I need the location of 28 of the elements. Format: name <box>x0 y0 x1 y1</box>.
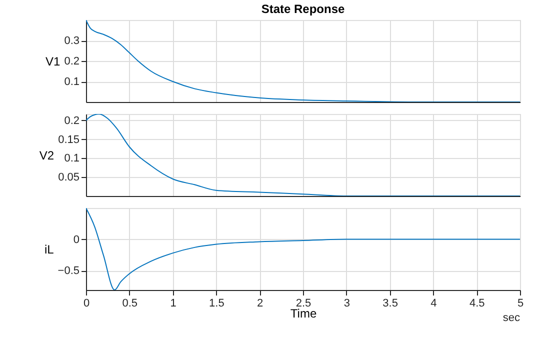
line-series <box>86 20 520 102</box>
x-tick-label: 1 <box>170 298 176 310</box>
y-tick-label: 0 <box>73 234 80 246</box>
chart-title: State Reponse <box>261 2 345 16</box>
x-tick-label: 2 <box>257 298 264 310</box>
y-tick-label: 0.1 <box>64 152 80 165</box>
x-tick-label: 2.5 <box>296 298 312 310</box>
y-tick-label: 0.3 <box>64 35 80 47</box>
x-tick-label: 4.5 <box>469 298 485 310</box>
y-tick-label: −0.5 <box>58 265 80 278</box>
y-axis-title: V2 <box>39 148 54 162</box>
x-tick-label: 1.5 <box>209 298 224 310</box>
text: sec <box>502 312 520 324</box>
y-axis-title: iL <box>44 242 54 256</box>
x-tick-label: 0 <box>83 298 90 310</box>
x-tick-label: 4 <box>430 298 437 310</box>
y-axis-title: V1 <box>46 54 61 68</box>
x-axis-title: Time <box>290 306 317 320</box>
x-tick-label: 5 <box>517 298 524 310</box>
x-tick-label: 3.5 <box>382 298 398 310</box>
y-tick-label: 0.2 <box>64 114 80 127</box>
y-tick-label: 0.1 <box>64 76 80 88</box>
y-tick-label: 0.2 <box>64 56 80 68</box>
line-series <box>86 114 520 196</box>
x-tick-label: 3 <box>344 298 350 310</box>
y-tick-label: 0.15 <box>58 134 80 146</box>
y-tick-label: 0.05 <box>58 172 80 184</box>
x-tick-label: 0.5 <box>122 298 138 310</box>
